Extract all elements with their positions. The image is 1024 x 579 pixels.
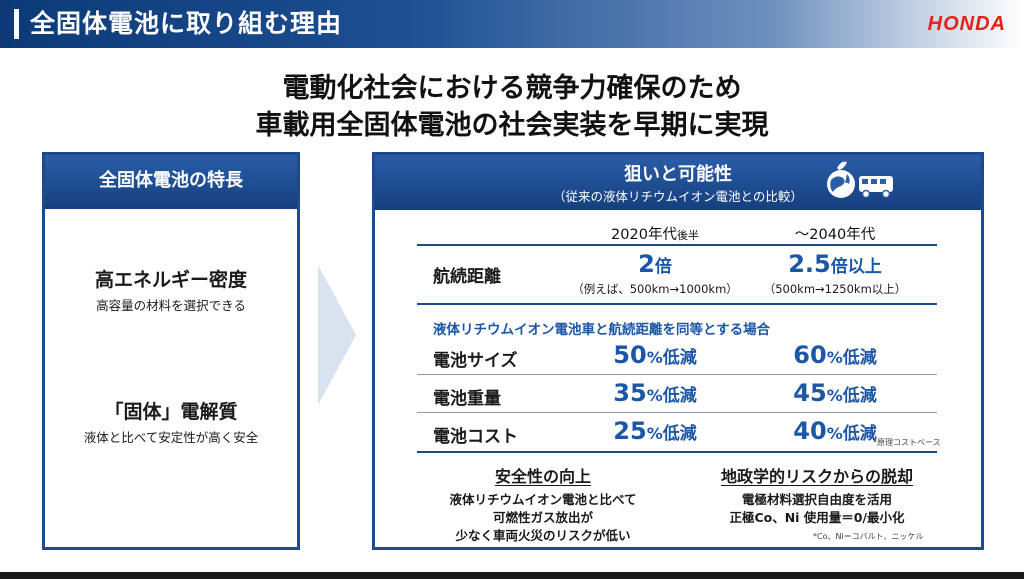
goals-header: 狙いと可能性 （従来の液体リチウムイオン電池との比較）	[375, 155, 981, 210]
weight-value-2040s: 45%低減	[793, 379, 877, 407]
goals-heading: 狙いと可能性	[624, 164, 732, 185]
condition-text: 液体リチウムイオン電池車と航続距離を同等とする場合	[433, 322, 771, 338]
divider	[417, 451, 937, 453]
cost-note: *原理コストベース	[873, 438, 941, 447]
goals-subheading: （従来の液体リチウムイオン電池との比較）	[553, 189, 803, 204]
weight-value-2020s: 35%低減	[613, 379, 697, 407]
geo-line-2: 正極Co、Ni 使用量＝0/最小化	[729, 510, 905, 525]
safety-line-2: 可燃性ガス放出が	[492, 510, 593, 525]
feature-1-sub: 高容量の材料を選択できる	[96, 298, 246, 313]
honda-logo: HONDA	[927, 13, 1006, 35]
divider	[417, 412, 937, 413]
slide-title: 全固体電池に取り組む理由	[30, 9, 343, 38]
range-value-2040s: 2.5倍以上	[788, 250, 882, 278]
row-label-weight: 電池重量	[433, 389, 501, 409]
headline-line-1: 電動化社会における競争力確保のため	[282, 73, 742, 104]
range-note-2040s: （500km→1250km以上）	[763, 282, 907, 296]
feature-2-title: 「固体」電解質	[104, 401, 238, 423]
column-2020s: 2020年代後半	[611, 227, 699, 243]
cost-value-2020s: 25%低減	[613, 417, 697, 445]
arrow-right-icon	[318, 265, 356, 405]
divider	[417, 374, 937, 375]
column-2040s: ～2040年代	[794, 227, 876, 243]
geo-title: 地政学的リスクからの脱却	[720, 467, 913, 486]
divider	[417, 244, 937, 246]
safety-line-1: 液体リチウムイオン電池と比べて	[449, 492, 637, 507]
geo-line-1: 電極材料選択自由度を活用	[741, 492, 892, 507]
feature-2-sub: 液体と比べて安定性が高く安全	[83, 430, 259, 445]
size-value-2020s: 50%低減	[613, 341, 697, 369]
range-value-2020s: 2倍	[638, 250, 672, 278]
row-label-size: 電池サイズ	[433, 351, 518, 371]
feature-1-title: 高エネルギー密度	[94, 269, 247, 291]
footer-bar	[0, 572, 1024, 579]
size-value-2040s: 60%低減	[793, 341, 877, 369]
range-note-2020s: （例えば、500km→1000km）	[572, 282, 738, 296]
goals-panel: 狙いと可能性 （従来の液体リチウムイオン電池との比較） 2020年代後半 ～20…	[372, 152, 984, 550]
slide-header: 全固体電池に取り組む理由	[0, 0, 1024, 48]
safety-line-3: 少なく車両火災のリスクが低い	[455, 528, 631, 543]
headline-line-2: 車載用全固体電池の社会実装を早期に実現	[255, 110, 769, 141]
safety-title: 安全性の向上	[494, 467, 591, 486]
header-accent-bar	[14, 9, 19, 39]
features-heading: 全固体電池の特長	[45, 155, 297, 209]
footnote: *Co、Ni＝コバルト、ニッケル	[813, 532, 924, 541]
features-panel: 全固体電池の特長 高エネルギー密度 高容量の材料を選択できる 「固体」電解質 液…	[42, 152, 300, 550]
divider	[417, 303, 937, 305]
cost-value-2040s: 40%低減	[793, 417, 877, 445]
row-label-cost: 電池コスト	[433, 427, 518, 447]
range-label: 航続距離	[433, 267, 501, 287]
earth-vehicle-icon	[819, 158, 899, 210]
